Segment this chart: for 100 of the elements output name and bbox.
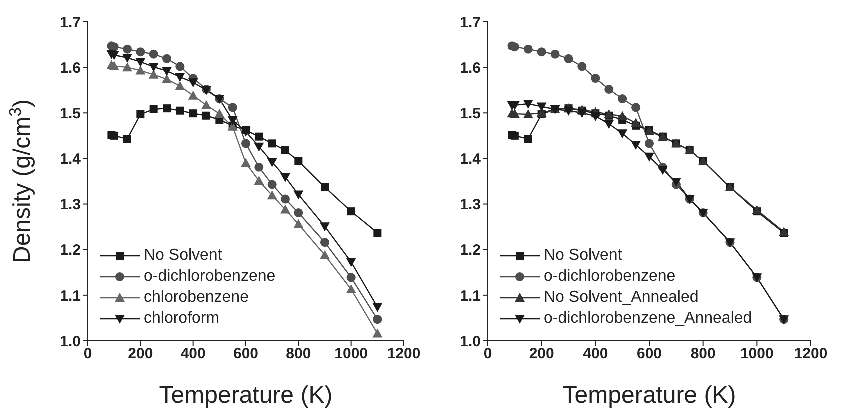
point <box>372 328 383 338</box>
point <box>124 135 132 144</box>
legend-label: No Solvent <box>544 246 622 266</box>
point <box>136 48 146 57</box>
point <box>122 62 132 72</box>
point <box>347 208 356 216</box>
point <box>176 106 184 115</box>
x-tick-label: 600 <box>636 346 662 363</box>
point <box>294 190 304 200</box>
point <box>136 66 146 75</box>
point <box>162 54 172 64</box>
x-tick-label: 1000 <box>334 346 368 363</box>
point <box>110 132 118 140</box>
x-tick-label: 200 <box>529 346 554 363</box>
point <box>148 70 159 79</box>
point <box>644 152 654 162</box>
y-tick-label: 1.5 <box>460 105 481 122</box>
point <box>510 132 519 140</box>
point <box>537 48 546 57</box>
point <box>631 118 642 128</box>
legend-label: No Solvent <box>144 246 222 266</box>
point <box>175 73 186 82</box>
point <box>267 158 278 168</box>
point <box>202 112 210 120</box>
point <box>577 109 588 118</box>
x-tick-label: 0 <box>484 346 492 363</box>
point <box>163 104 171 113</box>
point <box>510 109 520 118</box>
point <box>590 112 601 122</box>
point <box>618 130 628 139</box>
point <box>136 110 145 119</box>
point <box>294 157 303 166</box>
point <box>109 61 120 70</box>
point <box>346 284 356 294</box>
point <box>162 74 172 84</box>
x-tick-label: 400 <box>583 346 608 363</box>
point <box>188 78 198 88</box>
point <box>578 62 587 72</box>
point <box>321 183 329 192</box>
x-axis-title: Temperature (K) <box>562 382 736 409</box>
y-tick-label: 1.2 <box>60 242 81 260</box>
point <box>523 100 534 110</box>
legend-label: o-dichlorobenzene_Annealed <box>544 309 752 329</box>
point <box>591 74 600 84</box>
y-tick-label: 1.4 <box>60 151 82 168</box>
y-tick-label: 1.5 <box>60 105 81 122</box>
x-tick-label: 800 <box>690 346 716 363</box>
point <box>255 132 264 141</box>
x-tick-label: 800 <box>286 346 312 363</box>
point <box>374 228 382 237</box>
point <box>267 190 278 200</box>
y-tick-label: 1.0 <box>460 333 481 350</box>
point <box>254 176 264 186</box>
legend-label: o-dichlorobenzene <box>144 267 276 287</box>
legend-label: chlorobenzene <box>144 288 249 308</box>
point <box>242 139 250 148</box>
y-tick-label: 1.2 <box>460 242 481 260</box>
point <box>618 94 628 104</box>
point <box>241 128 251 137</box>
y-tick-label: 1.6 <box>460 60 481 77</box>
point <box>752 205 762 214</box>
point <box>280 173 290 182</box>
point <box>149 50 158 59</box>
point <box>524 135 532 144</box>
point <box>122 54 132 63</box>
point <box>188 90 198 100</box>
point <box>550 50 560 59</box>
point <box>280 204 290 214</box>
point <box>373 315 382 324</box>
point <box>241 158 251 168</box>
point <box>162 67 172 76</box>
point <box>564 54 574 64</box>
x-tick-label: 0 <box>84 346 92 363</box>
x-tick-label: 1200 <box>794 346 828 363</box>
point <box>294 208 304 218</box>
point <box>254 142 264 152</box>
point <box>176 62 185 72</box>
point <box>136 58 146 68</box>
point <box>372 303 383 312</box>
point <box>228 103 238 112</box>
point <box>618 111 628 120</box>
point <box>123 44 132 54</box>
legend-label: o-dichlorobenzene <box>544 267 676 287</box>
y-tick-label: 1.1 <box>60 288 81 305</box>
point <box>604 84 614 94</box>
point <box>320 250 330 260</box>
y-tick-label: 1.6 <box>60 60 81 77</box>
point <box>320 222 330 232</box>
y-tick-label: 1.3 <box>60 196 81 214</box>
point <box>150 105 158 114</box>
point <box>282 146 290 155</box>
y-tick-label: 1.4 <box>460 151 482 168</box>
point <box>523 110 534 119</box>
y-tick-label: 1.7 <box>460 14 481 32</box>
point <box>536 102 547 112</box>
point <box>631 141 642 150</box>
x-tick-label: 1000 <box>740 346 774 363</box>
point <box>202 100 212 110</box>
y-tick-label: 1.1 <box>460 288 481 305</box>
point <box>254 162 264 172</box>
